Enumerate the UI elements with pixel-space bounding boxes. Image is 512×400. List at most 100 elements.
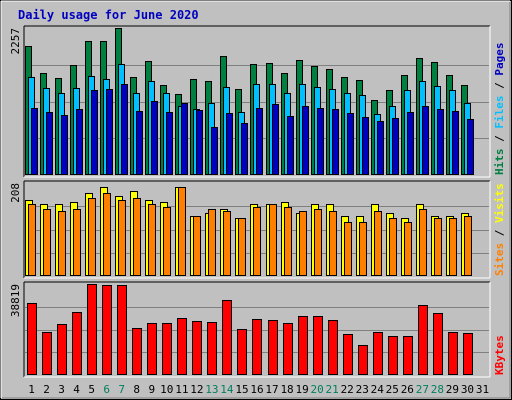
bar-sites-day-4 [73, 209, 81, 276]
bar-sites-day-9 [148, 204, 156, 276]
bar-kbytes-day-1 [27, 303, 37, 375]
x-tick-label-day-12: 12 [190, 383, 203, 396]
bar-sites-day-20 [314, 209, 322, 276]
bar-pages-day-5 [91, 90, 98, 175]
axis-title-sites: Sites [493, 243, 506, 276]
x-tick-label-day-13: 13 [205, 383, 218, 396]
x-tick-label-day-8: 8 [133, 383, 140, 396]
bar-sites-day-11 [178, 187, 186, 276]
x-tick-label-day-24: 24 [371, 383, 385, 396]
bar-kbytes-day-15 [237, 329, 247, 375]
x-tick-label-day-30: 30 [461, 383, 474, 396]
bar-sites-day-12 [193, 216, 201, 276]
max-value-label: 2257 [9, 28, 22, 55]
x-tick-label-day-16: 16 [250, 383, 263, 396]
bar-kbytes-day-25 [388, 336, 398, 375]
axis-title-separator: / [493, 223, 506, 243]
panel-hits-files-pages: 2257 Hits / Files / Pages [9, 25, 506, 178]
x-tick-label-day-31: 31 [476, 383, 489, 396]
bar-pages-day-8 [136, 111, 143, 175]
bar-sites-day-8 [133, 198, 141, 276]
bar-kbytes-day-7 [117, 285, 127, 375]
bar-sites-day-27 [419, 209, 427, 276]
bar-sites-day-21 [329, 211, 337, 276]
x-tick-label-day-14: 14 [220, 383, 234, 396]
bar-kbytes-day-9 [147, 323, 157, 375]
bar-kbytes-day-11 [177, 318, 187, 375]
bar-pages-day-11 [181, 103, 188, 175]
bar-sites-day-29 [449, 218, 457, 276]
bar-pages-day-21 [332, 109, 339, 175]
x-tick-label-day-9: 9 [148, 383, 155, 396]
bar-pages-day-25 [392, 118, 399, 175]
bar-kbytes-day-14 [222, 300, 232, 375]
bar-kbytes-day-24 [373, 332, 383, 375]
bar-pages-day-19 [302, 106, 309, 175]
bar-kbytes-day-16 [252, 319, 262, 375]
bar-pages-day-24 [377, 121, 384, 175]
bar-kbytes-day-4 [72, 312, 82, 375]
x-tick-label-day-20: 20 [311, 383, 324, 396]
panel-kbytes: 38819 KBytes [9, 281, 506, 378]
axis-title: Hits / Files / Pages [493, 43, 506, 176]
bar-sites-day-6 [103, 193, 111, 276]
bar-pages-day-3 [61, 115, 68, 175]
bar-kbytes-day-17 [268, 320, 278, 375]
bar-pages-day-22 [347, 113, 354, 175]
bar-sites-day-26 [404, 222, 412, 276]
x-tick-label-day-28: 28 [431, 383, 444, 396]
bar-kbytes-day-22 [343, 334, 353, 375]
x-tick-label-day-3: 3 [58, 383, 65, 396]
axis-title-pages: Pages [493, 43, 506, 76]
bar-sites-day-28 [434, 218, 442, 276]
bar-sites-day-19 [299, 211, 307, 276]
axis-title: Sites / Visits [493, 183, 506, 276]
bar-sites-day-24 [374, 211, 382, 276]
bar-pages-day-2 [46, 112, 53, 175]
bar-pages-day-13 [211, 127, 218, 175]
x-tick-label-day-10: 10 [160, 383, 173, 396]
bar-kbytes-day-5 [87, 284, 97, 375]
bar-pages-day-4 [76, 109, 83, 175]
bar-sites-day-16 [253, 207, 261, 276]
bar-sites-day-1 [28, 204, 36, 276]
x-tick-label-day-2: 2 [43, 383, 50, 396]
bar-kbytes-day-20 [313, 316, 323, 375]
bar-sites-day-10 [163, 207, 171, 276]
bar-pages-day-1 [31, 108, 38, 175]
bar-pages-day-26 [407, 112, 414, 175]
max-value-label: 208 [9, 183, 22, 203]
bar-pages-day-27 [422, 106, 429, 175]
axis-title-files: Files [493, 96, 506, 129]
x-axis-labels: 1 2 3 4 5 6 7 8 9 10 11 12 13 14 15 16 17 18 19 20 21 22 23 24 2… [28, 383, 489, 396]
bar-pages-day-29 [452, 111, 459, 175]
axis-title-visits: Visits [493, 183, 506, 223]
bar-sites-day-2 [43, 209, 51, 276]
x-tick-label-day-23: 23 [356, 383, 369, 396]
panel-visits-sites: 208 Sites / Visits [9, 180, 506, 279]
bar-pages-day-7 [121, 84, 128, 175]
bar-sites-day-22 [344, 222, 352, 276]
x-tick-label-day-22: 22 [341, 383, 354, 396]
bar-kbytes-day-2 [42, 332, 52, 375]
axis-title: KBytes [493, 335, 506, 375]
bar-kbytes-day-8 [132, 328, 142, 375]
x-tick-label-day-27: 27 [416, 383, 429, 396]
bar-sites-day-30 [464, 216, 472, 276]
bar-pages-day-10 [166, 112, 173, 175]
bar-pages-day-12 [196, 110, 203, 175]
bar-pages-day-14 [226, 113, 233, 175]
x-tick-label-day-4: 4 [73, 383, 80, 396]
x-tick-label-day-5: 5 [88, 383, 95, 396]
bar-pages-day-16 [256, 108, 263, 175]
max-value-label: 38819 [9, 284, 22, 317]
bar-sites-day-25 [389, 218, 397, 276]
bar-kbytes-day-6 [102, 285, 112, 375]
bar-pages-day-20 [317, 108, 324, 175]
bar-pages-day-9 [151, 101, 158, 175]
axis-title-separator: / [493, 76, 506, 96]
bar-sites-day-7 [118, 200, 126, 276]
bar-sites-day-15 [238, 218, 246, 276]
bar-sites-day-17 [269, 204, 277, 276]
